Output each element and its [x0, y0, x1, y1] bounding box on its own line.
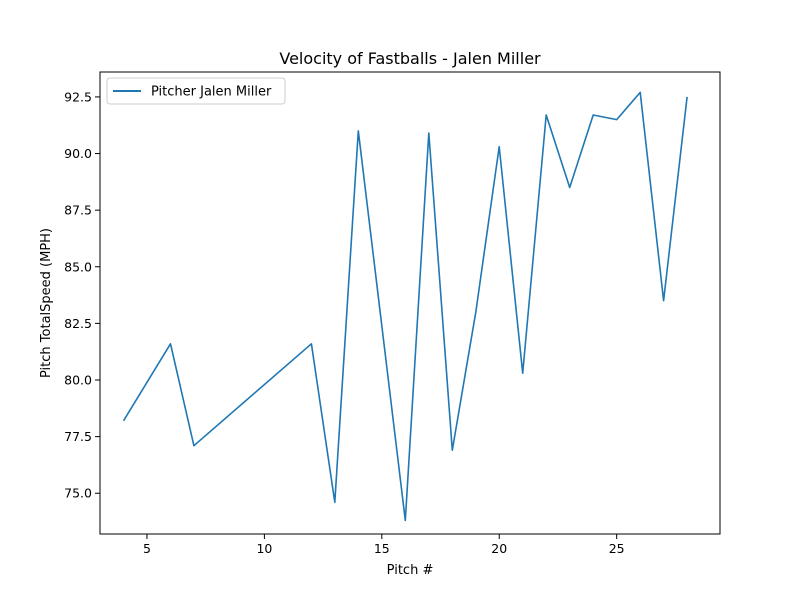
plot-frame [99, 71, 721, 535]
y-tick-label: 80.0 [64, 373, 92, 388]
x-axis: 5 10 15 20 25 [143, 534, 625, 556]
y-axis-label: Pitch TotalSpeed (MPH) [39, 228, 54, 378]
x-tick-label: 5 [143, 541, 151, 556]
chart-title: Velocity of Fastballs - Jalen Miller [279, 49, 541, 68]
legend-label: Pitcher Jalen Miller [151, 85, 272, 100]
y-axis: 75.0 77.5 80.0 82.5 85.0 87.5 90.0 92.5 [64, 89, 100, 501]
y-tick-label: 92.5 [64, 89, 92, 104]
y-tick-label: 75.0 [64, 486, 92, 501]
series-line [122, 91, 688, 522]
legend: Pitcher Jalen Miller [106, 77, 286, 105]
y-tick-label: 85.0 [64, 259, 92, 274]
y-tick-label: 87.5 [64, 203, 92, 218]
x-axis-label: Pitch # [387, 563, 434, 578]
y-tick-label: 90.0 [64, 146, 92, 161]
x-tick-label: 20 [491, 541, 507, 556]
x-tick-label: 10 [256, 541, 272, 556]
y-tick-label: 77.5 [64, 429, 92, 444]
legend-box [106, 77, 286, 105]
series-layer [122, 91, 688, 522]
x-tick-label: 15 [374, 541, 390, 556]
y-tick-label: 82.5 [64, 316, 92, 331]
x-tick-label: 25 [609, 541, 625, 556]
